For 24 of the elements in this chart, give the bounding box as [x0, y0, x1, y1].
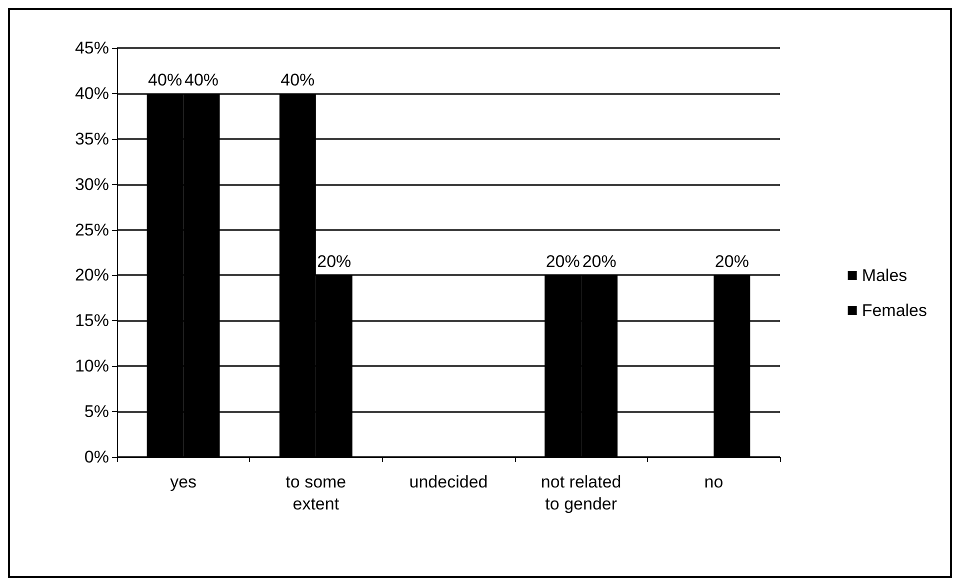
- data-label: 20%: [714, 252, 749, 272]
- x-tick-label: undecided: [409, 472, 488, 492]
- y-tick-label: 25%: [74, 220, 109, 240]
- data-label: 40%: [148, 70, 182, 90]
- data-label: 40%: [280, 70, 315, 90]
- data-label: 20%: [546, 252, 580, 272]
- legend-label: Females: [862, 301, 927, 320]
- data-label: 20%: [582, 252, 616, 272]
- y-tick-label: 30%: [74, 174, 109, 194]
- data-label: 20%: [317, 252, 352, 272]
- y-tick-label: 0%: [84, 448, 109, 466]
- y-tick-label: 40%: [74, 84, 109, 103]
- x-tick-label: no: [704, 472, 724, 492]
- y-tick-label: 35%: [74, 129, 109, 148]
- x-tick-label: to some extent: [286, 472, 346, 514]
- x-tick-label: yes: [170, 472, 197, 492]
- y-tick-label: 15%: [74, 311, 109, 330]
- y-tick-label: 20%: [74, 266, 109, 285]
- y-tick-label: 5%: [84, 402, 109, 422]
- data-label: 40%: [184, 70, 219, 90]
- y-tick-label: 10%: [74, 356, 109, 376]
- x-tick-label: not related to gender: [540, 472, 622, 514]
- legend-label: Males: [862, 266, 908, 285]
- y-tick-label: 45%: [74, 38, 109, 58]
